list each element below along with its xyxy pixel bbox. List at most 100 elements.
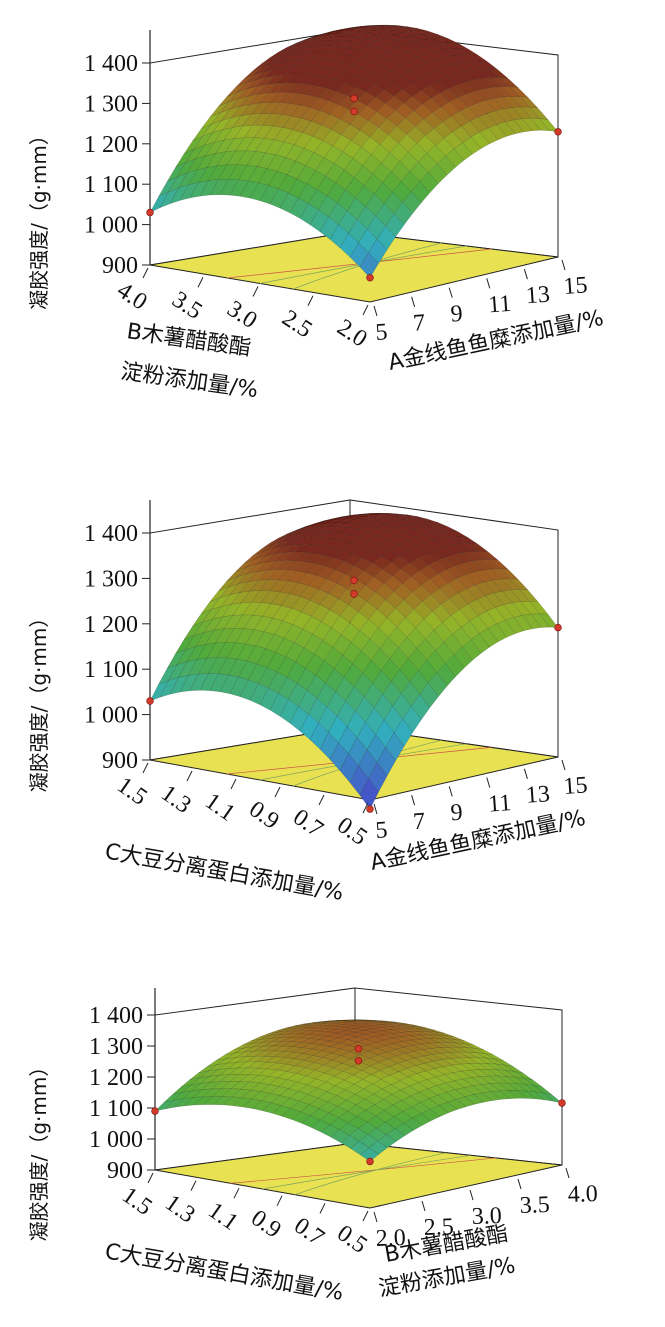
surface-cell: [339, 233, 359, 258]
surface-cell: [330, 532, 351, 541]
surface-cell: [475, 1048, 494, 1056]
surface-cell: [355, 1030, 374, 1035]
surface-cell: [199, 1069, 219, 1078]
surface-cell: [444, 63, 465, 75]
surface-cell: [412, 584, 432, 602]
surface-cell: [328, 91, 348, 105]
left-axis-tick-mark: [362, 304, 369, 316]
surface-cell: [239, 679, 259, 701]
surface-cell: [375, 719, 395, 748]
surface-cell: [198, 657, 218, 675]
surface-cell: [213, 1096, 233, 1106]
surface-cell: [423, 611, 443, 631]
surface-cell: [460, 120, 480, 138]
surface-cell: [288, 683, 308, 707]
surface-cell: [468, 54, 489, 63]
surface-cell: [217, 1057, 236, 1065]
z-tick-label: 900: [102, 253, 138, 279]
response-surface: [149, 24, 559, 279]
surface-cell: [406, 48, 426, 58]
surface-cell: [386, 40, 406, 48]
surface-cell: [316, 682, 336, 708]
surface-cell: [398, 134, 418, 153]
surface-cell: [352, 146, 372, 166]
surface-cell: [495, 604, 515, 621]
surface-cell: [169, 675, 189, 695]
surface-cell: [278, 1079, 298, 1089]
surface-cell: [179, 673, 199, 693]
surface-cell: [234, 1046, 254, 1054]
surface-cell: [445, 654, 465, 678]
surface-cell: [311, 110, 331, 126]
right-axis-tick-label: 11: [487, 291, 512, 319]
right-axis-tick-mark: [486, 777, 491, 788]
surface-cell: [335, 560, 355, 575]
surface-cell: [332, 634, 352, 656]
left-axis-tick-label: 1.3: [160, 1190, 199, 1229]
surface-cell: [443, 1072, 464, 1081]
surface-cell: [342, 140, 362, 159]
left-axis-tick-label: 3.5: [167, 287, 206, 325]
surface-cell: [453, 646, 473, 669]
surface-cell: [280, 1033, 299, 1038]
surface-cell: [229, 95, 249, 110]
surface-cell: [333, 151, 353, 171]
surface-cell: [352, 513, 371, 516]
surface-cell: [278, 677, 298, 700]
surface-cell: [269, 188, 289, 209]
left-axis-label: B木薯醋酸酯: [125, 319, 252, 361]
surface-cell: [466, 1047, 485, 1054]
surface-cell: [188, 657, 208, 676]
surface-cell: [449, 530, 469, 538]
surface-cell: [209, 102, 229, 118]
surface-cell: [447, 578, 467, 594]
right-axis-tick-mark: [373, 803, 378, 815]
left-axis-tick-mark: [142, 762, 149, 774]
surface-cell: [164, 1098, 184, 1110]
surface-cell: [299, 203, 319, 225]
surface-cell: [440, 101, 460, 117]
surface-cell: [436, 155, 456, 176]
surface-cell: [332, 1020, 352, 1023]
surface-cell: [419, 172, 439, 193]
right-axis-tick-label: 7: [412, 808, 426, 835]
right-axis-tick-mark: [373, 305, 378, 317]
surface-cell: [268, 671, 288, 694]
surface-cell: [238, 165, 258, 182]
surface-cell: [355, 570, 375, 586]
surface-cell: [388, 125, 408, 144]
surface-cell: [421, 38, 442, 45]
surface-cell: [391, 161, 411, 182]
surface-cell: [189, 673, 209, 691]
right-axis-tick-mark: [411, 296, 416, 307]
surface-cell: [436, 66, 456, 77]
surface-cell: [534, 1091, 554, 1102]
surface-cell: [323, 547, 343, 558]
surface-cell: [416, 53, 436, 64]
surface-cell: [414, 1055, 434, 1064]
right-axis-tick-label: 9: [450, 800, 464, 827]
left-axis-tick-mark: [307, 295, 314, 306]
surface-cell: [359, 1147, 379, 1162]
surface-cell: [460, 543, 481, 552]
surface-cell: [435, 1032, 455, 1037]
left-axis-tick-mark: [362, 802, 369, 814]
surface-cell: [256, 560, 276, 572]
surface-cell: [286, 560, 306, 571]
surface-cell: [363, 1083, 383, 1095]
design-point: [354, 1044, 363, 1053]
surface-cell: [303, 58, 323, 67]
surface-cell: [377, 43, 398, 52]
surface-cell: [437, 76, 458, 89]
surface-cell: [346, 197, 366, 220]
surface-cell: [368, 111, 388, 128]
surface-cell: [443, 131, 463, 150]
surface-cell: [366, 215, 386, 240]
right-axis-tick-mark: [565, 1167, 570, 1179]
surface-cell: [484, 98, 505, 111]
surface-cell: [332, 53, 352, 63]
surface-cell: [404, 41, 425, 49]
surface-cell: [332, 134, 352, 152]
surface-cell: [228, 1067, 249, 1075]
